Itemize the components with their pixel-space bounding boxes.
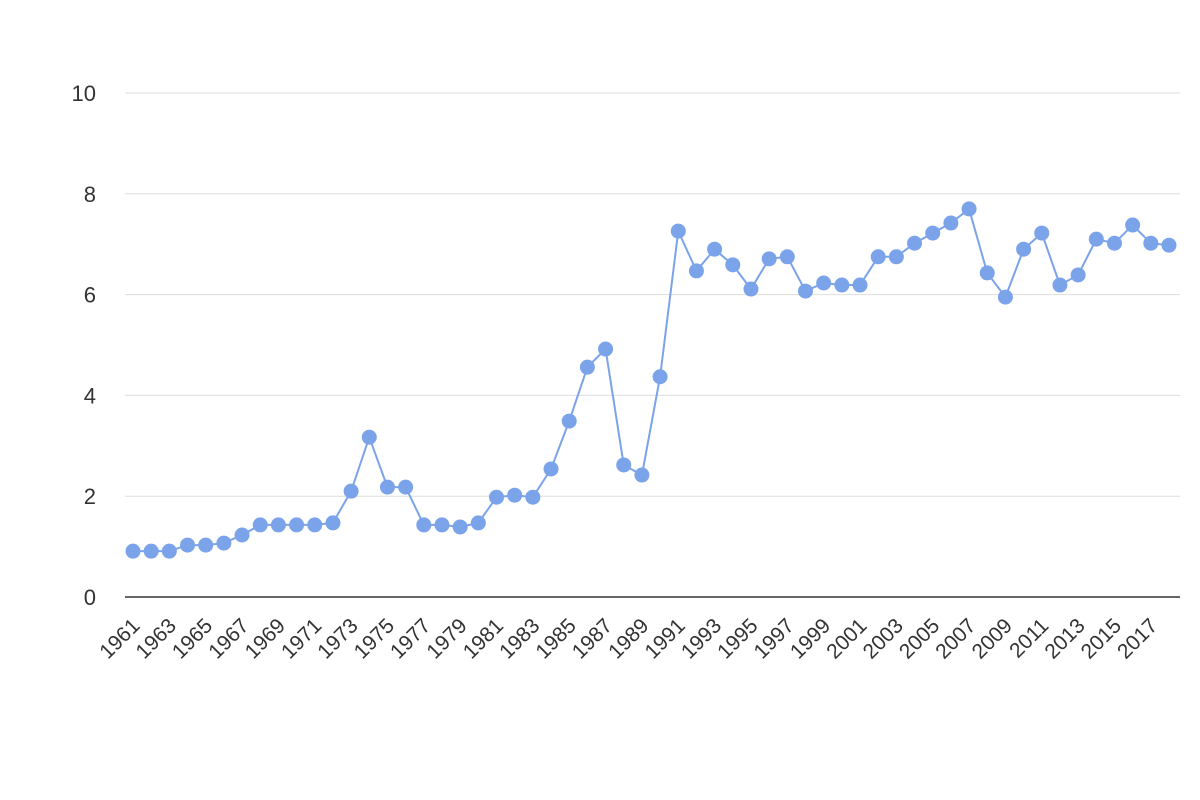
data-point (725, 257, 741, 273)
data-point (598, 341, 614, 357)
y-tick-label: 2 (84, 484, 96, 509)
x-tick-label: 1965 (168, 614, 217, 663)
x-tick-label: 1979 (422, 614, 471, 663)
x-tick-label: 1995 (713, 614, 762, 663)
x-tick-label: 1999 (786, 614, 835, 663)
x-tick-label: 2003 (859, 614, 908, 663)
data-point (707, 241, 723, 257)
data-point (870, 249, 886, 265)
x-tick-label: 1973 (313, 614, 362, 663)
data-point (1106, 235, 1122, 251)
data-point (252, 517, 268, 533)
data-point (198, 537, 214, 553)
data-point (379, 479, 395, 495)
data-point (907, 235, 923, 251)
data-point (961, 201, 977, 217)
data-point (1052, 277, 1068, 293)
x-tick-label: 1967 (204, 614, 253, 663)
data-point (1034, 225, 1050, 241)
x-tick-label: 1977 (386, 614, 435, 663)
data-point (743, 281, 759, 297)
data-point (925, 225, 941, 241)
data-point (761, 251, 777, 267)
x-tick-label: 1969 (241, 614, 290, 663)
y-tick-label: 0 (84, 585, 96, 610)
x-tick-label: 1997 (750, 614, 799, 663)
x-tick-label: 2001 (822, 614, 871, 663)
data-point (125, 543, 141, 559)
data-point (507, 487, 523, 503)
data-point (343, 483, 359, 499)
y-tick-label: 6 (84, 283, 96, 308)
x-tick-label: 2017 (1113, 614, 1162, 663)
x-tick-label: 1975 (350, 614, 399, 663)
data-point (943, 215, 959, 231)
x-tick-label: 1993 (677, 614, 726, 663)
x-tick-label: 1963 (132, 614, 181, 663)
x-tick-label: 1985 (531, 614, 580, 663)
data-point (797, 283, 813, 299)
data-point (834, 277, 850, 293)
data-point (816, 275, 832, 291)
x-tick-label: 2009 (968, 614, 1017, 663)
data-point (525, 489, 541, 505)
x-tick-label: 1983 (495, 614, 544, 663)
data-line (133, 207, 1170, 553)
x-tick-label: 1981 (459, 614, 508, 663)
data-point (1125, 217, 1141, 233)
data-point (1143, 235, 1159, 251)
x-tick-label: 2005 (895, 614, 944, 663)
data-point (434, 517, 450, 533)
x-tick-label: 1961 (95, 614, 144, 663)
x-tick-label: 1989 (604, 614, 653, 663)
x-tick-label: 2007 (931, 614, 980, 663)
data-point (688, 263, 704, 279)
data-point (452, 519, 468, 535)
data-point (180, 537, 196, 553)
data-point (470, 515, 486, 531)
data-point (234, 527, 250, 543)
x-tick-label: 1991 (641, 614, 690, 663)
data-point (561, 413, 577, 429)
data-point (325, 515, 341, 531)
data-point (289, 517, 305, 533)
data-point (779, 249, 795, 265)
x-tick-label: 2015 (1077, 614, 1126, 663)
data-point (143, 543, 159, 559)
data-point (270, 517, 286, 533)
data-point (616, 457, 632, 473)
data-point (161, 543, 177, 559)
data-point (1161, 237, 1177, 253)
data-point (579, 359, 595, 375)
data-point (1070, 267, 1086, 283)
data-point (1016, 241, 1032, 257)
data-point (543, 461, 559, 477)
data-point (634, 467, 650, 483)
data-point (652, 369, 668, 385)
y-tick-label: 8 (84, 182, 96, 207)
x-tick-label: 2013 (1040, 614, 1089, 663)
data-point (307, 517, 323, 533)
x-tick-label: 1987 (568, 614, 617, 663)
data-point (489, 489, 505, 505)
data-point (888, 249, 904, 265)
data-point (416, 517, 432, 533)
x-tick-label: 2011 (1005, 614, 1053, 662)
data-point (216, 535, 232, 551)
data-point (361, 429, 377, 445)
data-point (979, 265, 995, 281)
data-point (997, 289, 1013, 305)
x-tick-label: 1971 (277, 614, 326, 663)
data-point (398, 479, 414, 495)
data-point (670, 223, 686, 239)
data-point (852, 277, 868, 293)
data-point (1088, 231, 1104, 247)
y-tick-label: 4 (84, 383, 96, 408)
y-tick-label: 10 (72, 81, 96, 106)
